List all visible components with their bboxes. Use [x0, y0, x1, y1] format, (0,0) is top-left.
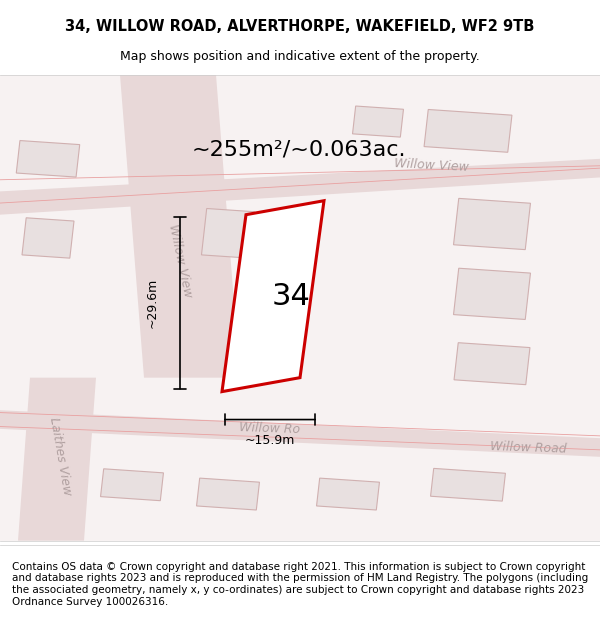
Text: Willow Road: Willow Road: [490, 439, 566, 456]
Text: Map shows position and indicative extent of the property.: Map shows position and indicative extent…: [120, 50, 480, 62]
Text: Willow View: Willow View: [394, 158, 470, 174]
Polygon shape: [353, 106, 403, 137]
Polygon shape: [0, 410, 600, 457]
Polygon shape: [197, 478, 259, 510]
Polygon shape: [454, 342, 530, 384]
Polygon shape: [454, 198, 530, 249]
Polygon shape: [22, 217, 74, 258]
Polygon shape: [16, 141, 80, 177]
Text: ~15.9m: ~15.9m: [245, 434, 295, 446]
Polygon shape: [424, 109, 512, 152]
Polygon shape: [454, 268, 530, 319]
Polygon shape: [202, 209, 254, 258]
Text: Laithes View: Laithes View: [47, 417, 73, 497]
Text: 34: 34: [272, 282, 310, 311]
Polygon shape: [18, 378, 96, 541]
Polygon shape: [317, 478, 379, 510]
Text: ~29.6m: ~29.6m: [146, 278, 159, 328]
Polygon shape: [101, 469, 163, 501]
Polygon shape: [222, 201, 324, 392]
Polygon shape: [0, 159, 600, 214]
Polygon shape: [120, 75, 240, 378]
Text: 34, WILLOW ROAD, ALVERTHORPE, WAKEFIELD, WF2 9TB: 34, WILLOW ROAD, ALVERTHORPE, WAKEFIELD,…: [65, 19, 535, 34]
Text: ~255m²/~0.063ac.: ~255m²/~0.063ac.: [192, 139, 407, 159]
Text: Willow View: Willow View: [166, 223, 194, 299]
Text: Willow Ro: Willow Ro: [239, 421, 301, 436]
Polygon shape: [431, 468, 505, 501]
Text: Contains OS data © Crown copyright and database right 2021. This information is : Contains OS data © Crown copyright and d…: [12, 562, 588, 606]
